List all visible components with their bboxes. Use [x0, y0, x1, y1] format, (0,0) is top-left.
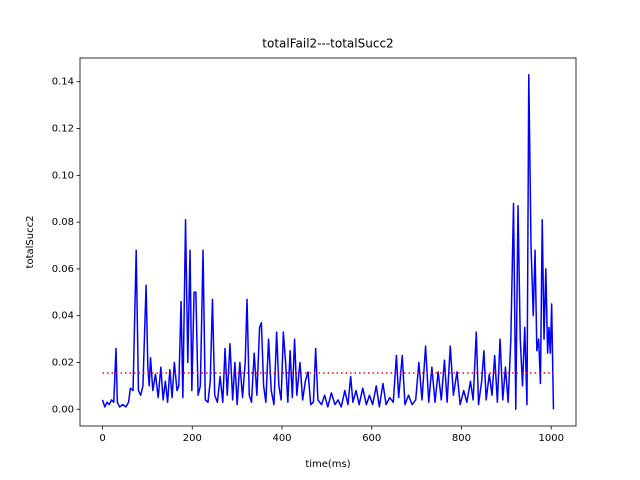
y-tick-label: 0.12	[52, 124, 74, 135]
x-tick-label: 1000	[538, 433, 563, 444]
x-axis-label: time(ms)	[305, 459, 350, 470]
chart-title: totalFail2---totalSucc2	[262, 37, 393, 51]
data-line	[101, 73, 555, 411]
y-tick-label: 0.06	[52, 264, 74, 275]
y-tick-label: 0.10	[52, 170, 74, 181]
y-tick-label: 0.08	[52, 217, 74, 228]
y-axis-label: totalSucc2	[25, 216, 36, 269]
y-tick-label: 0.14	[52, 77, 74, 88]
y-tick-label: 0.04	[52, 311, 74, 322]
plot-frame	[79, 57, 577, 427]
y-tick-label: 0.00	[52, 404, 74, 415]
x-tick-label: 0	[99, 433, 105, 444]
x-tick-label: 600	[362, 433, 381, 444]
x-tick-label: 400	[272, 433, 291, 444]
x-tick-label: 800	[452, 433, 471, 444]
x-tick-label: 200	[183, 433, 202, 444]
y-tick-label: 0.02	[52, 357, 74, 368]
